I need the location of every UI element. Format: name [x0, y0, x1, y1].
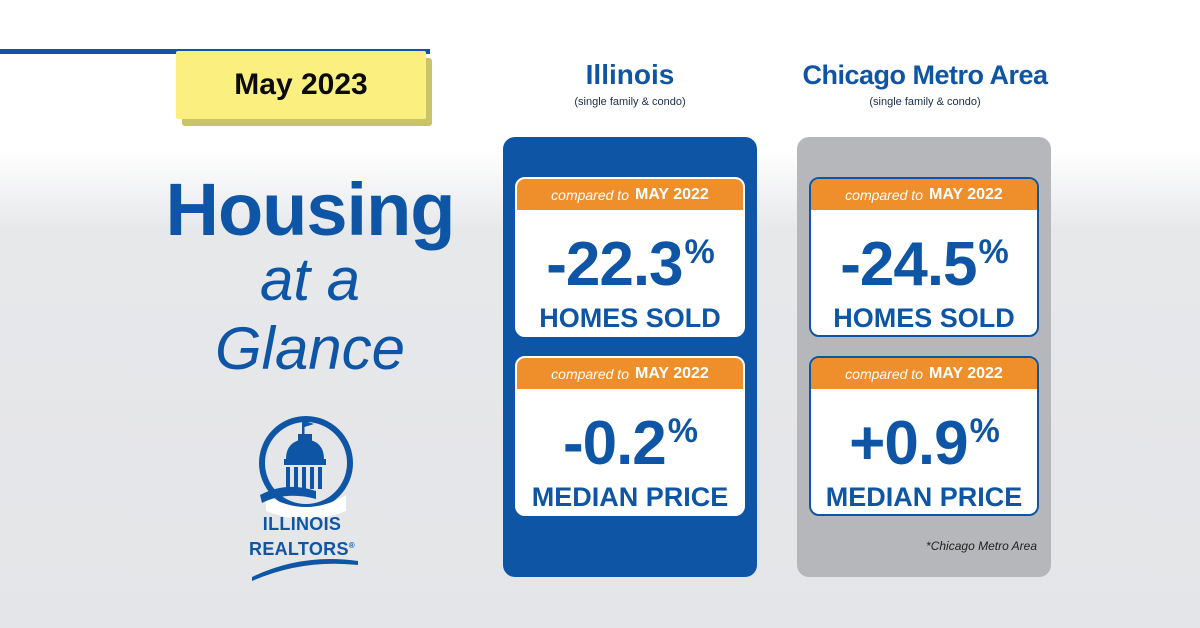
stat-unit: %	[969, 412, 1000, 450]
comparison-prefix: compared to	[845, 186, 923, 203]
comparison-bar: compared to MAY 2022	[811, 358, 1037, 389]
comparison-period: MAY 2022	[928, 364, 1003, 382]
stat-number: -22.3	[546, 230, 683, 299]
chicago-homes-sold-card: compared to MAY 2022 -24.5% HOMES SOLD	[809, 177, 1039, 337]
stat-value: -0.2%	[517, 399, 743, 476]
logo-realtors-text: REALTORS	[249, 539, 349, 559]
chicago-panel: compared to MAY 2022 -24.5% HOMES SOLD c…	[797, 137, 1051, 577]
title-at-a: at a	[259, 246, 361, 313]
title-glance: Glance	[214, 315, 406, 382]
logo-registered-mark: ®	[348, 541, 355, 550]
comparison-prefix: compared to	[551, 186, 629, 203]
comparison-prefix: compared to	[551, 365, 629, 382]
chicago-title: Chicago Metro Area	[802, 60, 1048, 90]
stat-label: MEDIAN PRICE	[825, 482, 1023, 512]
stat-number: +0.9	[849, 409, 968, 478]
illinois-realtors-logo-icon	[252, 416, 358, 581]
illinois-median-price-card: compared to MAY 2022 -0.2% MEDIAN PRICE	[515, 356, 745, 516]
stat-number: -0.2	[562, 409, 667, 478]
logo-wordmark: ILLINOIS REALTORS®	[232, 513, 372, 560]
title-housing: Housing	[165, 168, 456, 251]
comparison-period: MAY 2022	[634, 364, 709, 382]
stat-label: MEDIAN PRICE	[531, 482, 729, 512]
logo-line-illinois: ILLINOIS	[262, 514, 342, 534]
chicago-median-price-card: compared to MAY 2022 +0.9% MEDIAN PRICE	[809, 356, 1039, 516]
chicago-subtitle: (single family & condo)	[869, 96, 981, 108]
stat-unit: %	[978, 233, 1009, 271]
chicago-heading: Chicago Metro Area (single family & cond…	[760, 58, 1090, 108]
stat-value: -22.3%	[517, 220, 743, 297]
stat-unit: %	[667, 412, 698, 450]
stat-value: +0.9%	[811, 399, 1037, 476]
stat-number: -24.5	[840, 230, 977, 299]
logo-line-realtors: REALTORS®	[232, 535, 372, 560]
date-badge: May 2023	[176, 51, 426, 119]
illinois-subtitle: (single family & condo)	[574, 96, 686, 108]
stat-label: HOMES SOLD	[833, 303, 1015, 333]
stat-value: -24.5%	[811, 220, 1037, 297]
comparison-bar: compared to MAY 2022	[811, 179, 1037, 210]
stat-unit: %	[684, 233, 715, 271]
comparison-period: MAY 2022	[634, 185, 709, 203]
comparison-period: MAY 2022	[928, 185, 1003, 203]
stat-label: HOMES SOLD	[539, 303, 721, 333]
illinois-title: Illinois	[585, 59, 675, 90]
illinois-panel: compared to MAY 2022 -22.3% HOMES SOLD c…	[503, 137, 757, 577]
comparison-prefix: compared to	[845, 365, 923, 382]
illinois-heading: Illinois (single family & condo)	[503, 58, 757, 108]
comparison-bar: compared to MAY 2022	[517, 358, 743, 389]
footnote: *Chicago Metro Area	[926, 539, 1037, 553]
comparison-bar: compared to MAY 2022	[517, 179, 743, 210]
illinois-homes-sold-card: compared to MAY 2022 -22.3% HOMES SOLD	[515, 177, 745, 337]
